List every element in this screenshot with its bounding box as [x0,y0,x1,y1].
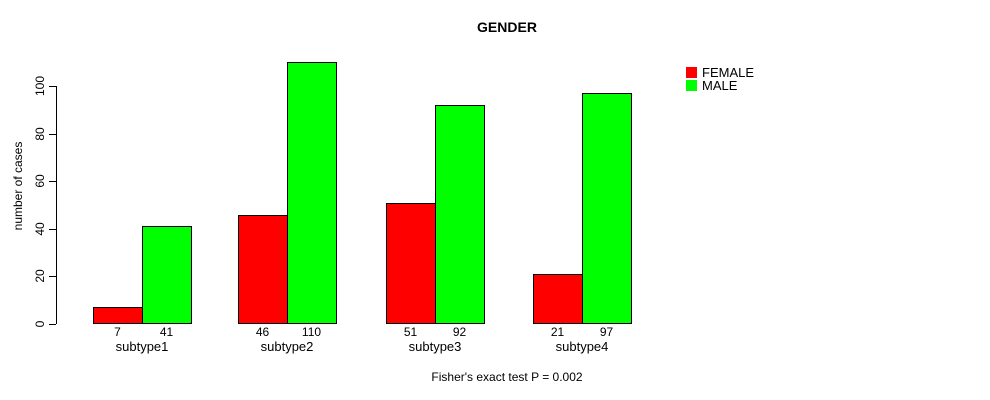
y-axis-tick [49,86,56,87]
bar-male-subtype3 [435,105,485,324]
bar-value-label-male-subtype4: 97 [599,325,614,339]
legend-label-female: FEMALE [702,65,755,80]
bar-value-label-female-subtype3: 51 [403,325,418,339]
legend-label-male: MALE [702,78,738,93]
bar-value-label-male-subtype1: 41 [159,325,174,339]
y-axis-tick-label: 40 [33,222,47,236]
bar-value-label-male-subtype3: 92 [452,325,467,339]
y-axis-tick [49,134,56,135]
chart-title: GENDER [477,19,537,35]
caption-fisher-test: Fisher's exact test P = 0.002 [431,370,583,384]
bar-male-subtype1 [142,226,192,324]
bar-value-label-female-subtype1: 7 [114,325,121,339]
y-axis-tick-label: 20 [33,269,47,283]
y-axis-tick-label: 80 [33,127,47,141]
bar-male-subtype4 [582,93,632,324]
bar-female-subtype2 [238,215,288,324]
legend-item-female: FEMALE [686,66,754,79]
legend: FEMALE MALE [686,66,754,92]
y-axis-line [56,86,57,324]
y-axis-tick-label: 100 [33,75,47,97]
y-axis-tick [49,276,56,277]
y-axis-tick-label: 60 [33,174,47,188]
y-axis-tick-label: 0 [33,320,47,328]
y-axis-tick [49,324,56,325]
y-axis-tick [49,229,56,230]
x-category-label-subtype2: subtype2 [260,339,314,354]
y-axis-tick [49,181,56,182]
x-category-label-subtype4: subtype4 [555,339,609,354]
bar-male-subtype2 [287,62,337,324]
x-category-label-subtype1: subtype1 [115,339,169,354]
legend-item-male: MALE [686,79,754,92]
bar-female-subtype3 [386,203,436,324]
legend-swatch-female [686,67,697,78]
bar-value-label-female-subtype2: 46 [255,325,270,339]
bar-female-subtype1 [93,307,143,324]
bar-value-label-male-subtype2: 110 [301,325,322,339]
x-category-label-subtype3: subtype3 [408,339,462,354]
bar-female-subtype4 [533,274,583,324]
bar-value-label-female-subtype4: 21 [550,325,565,339]
legend-swatch-male [686,80,697,91]
